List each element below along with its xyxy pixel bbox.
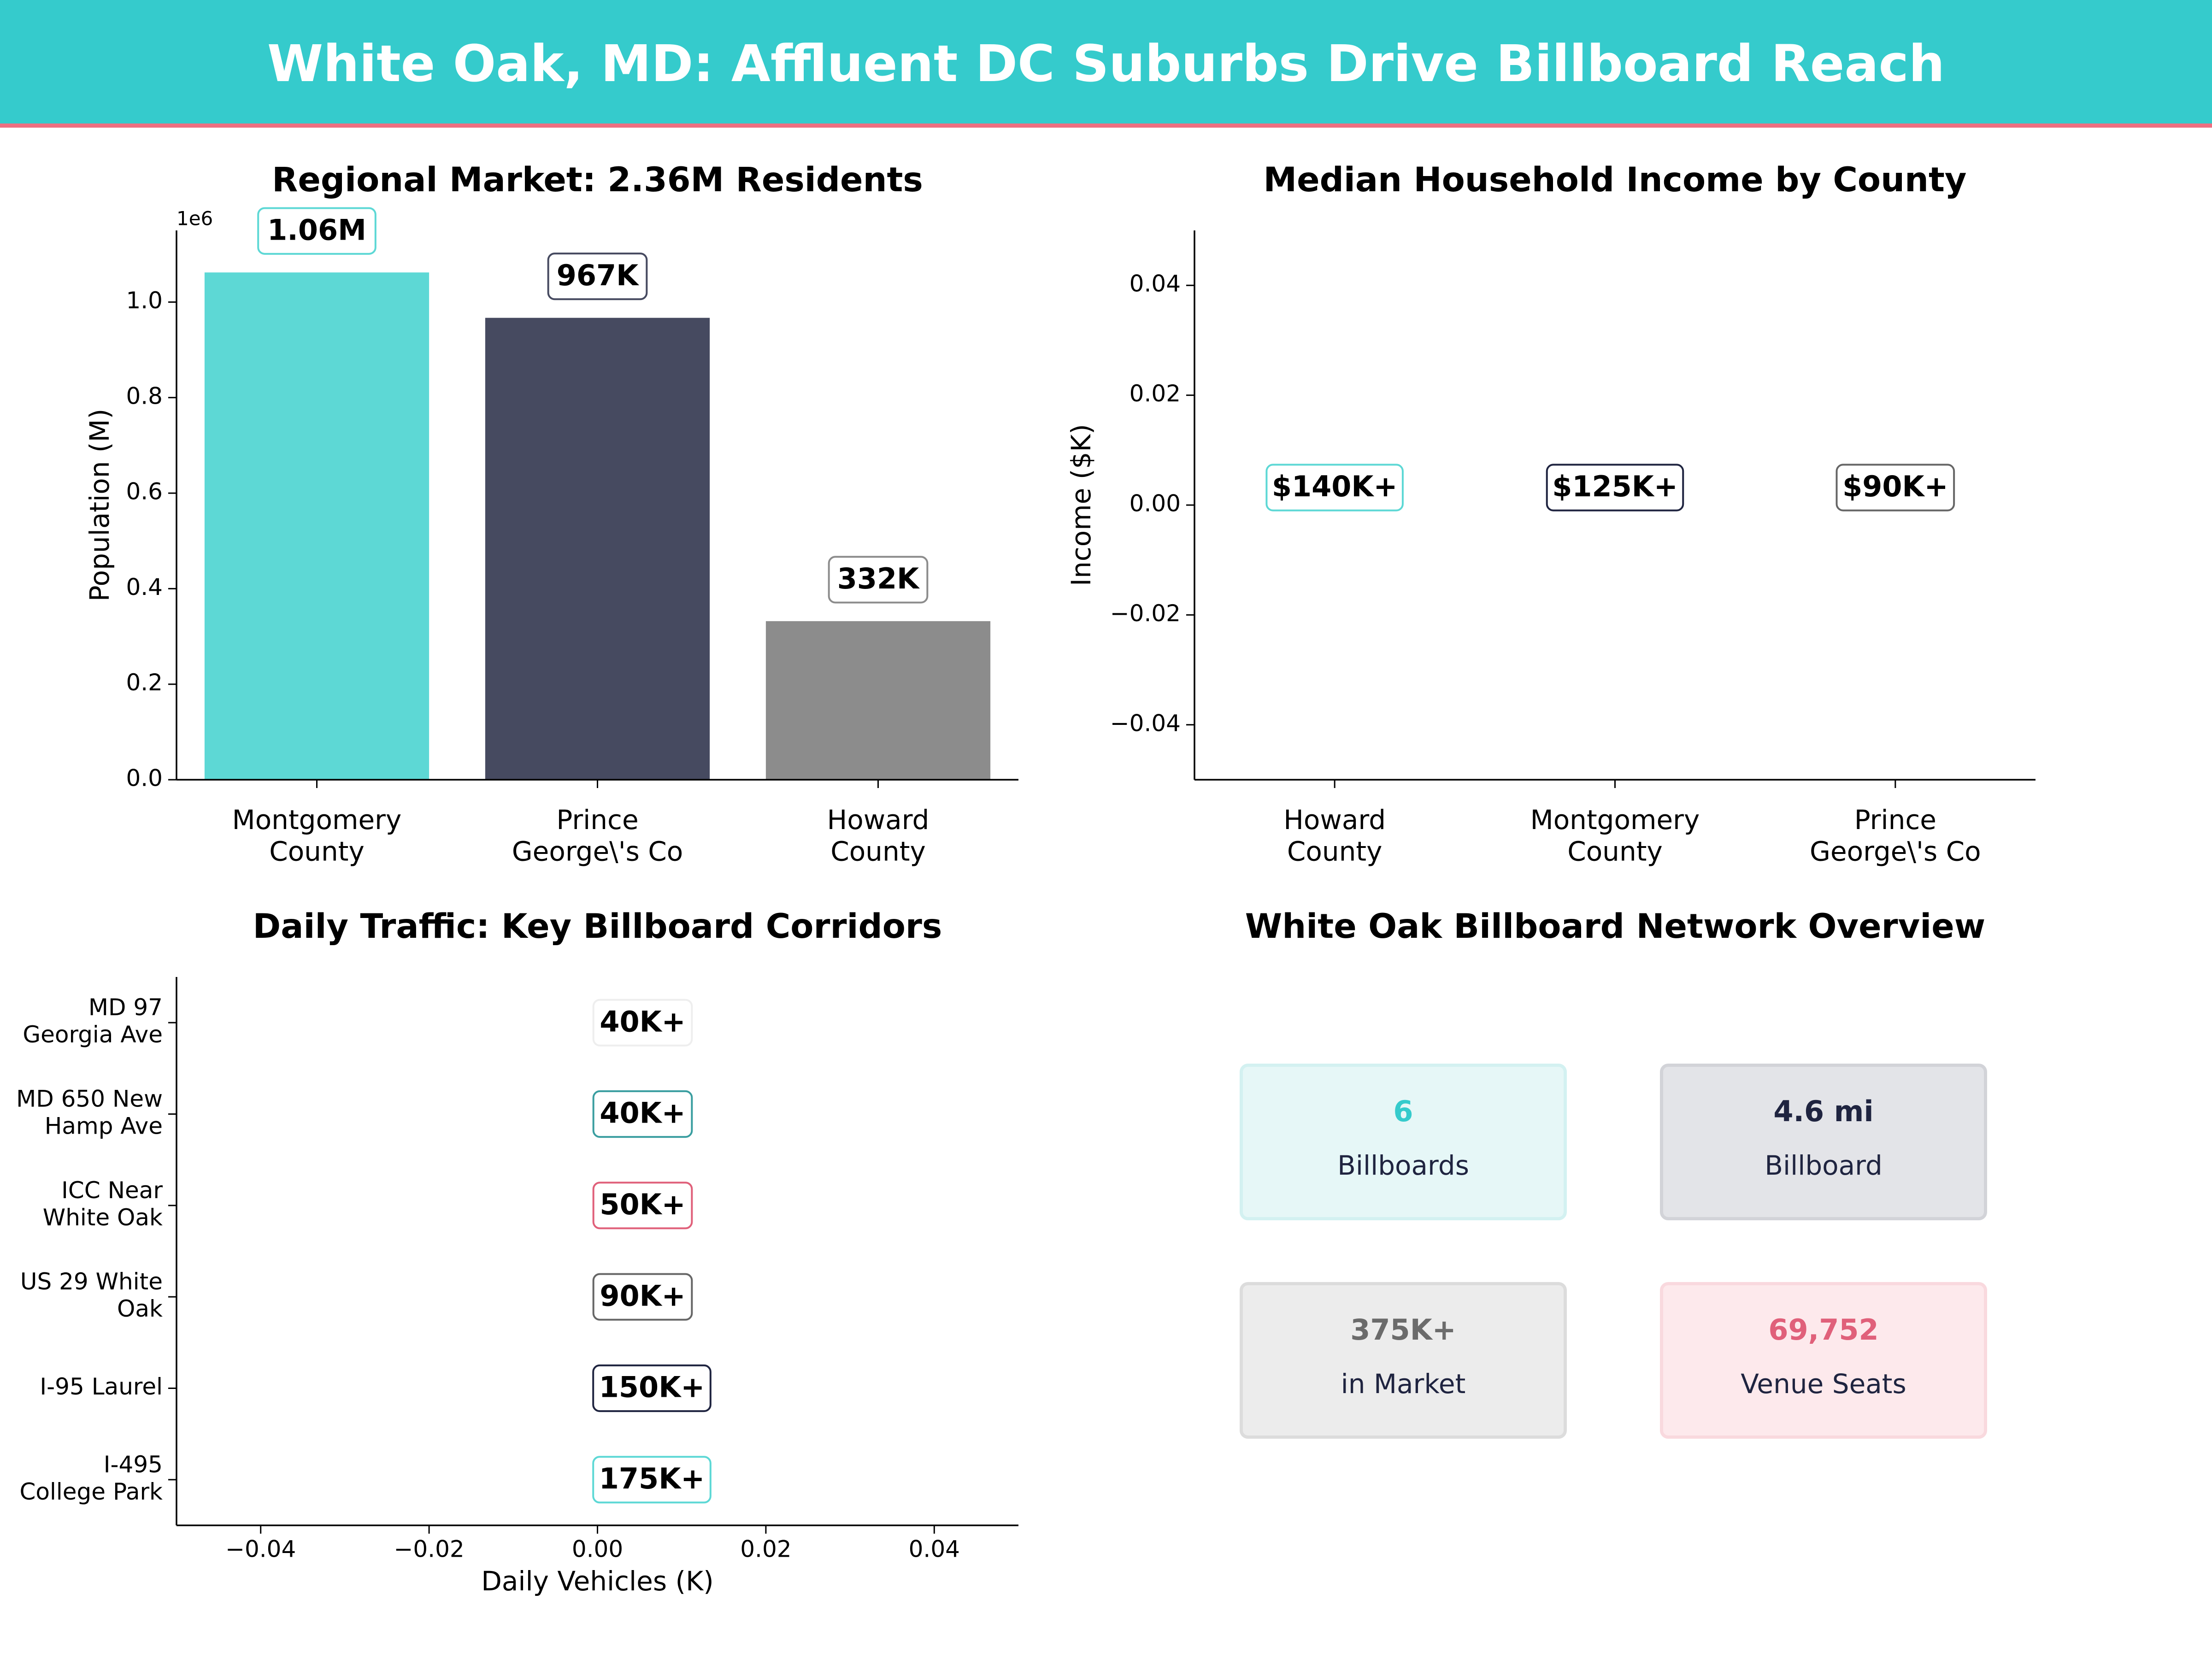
chart3-data-label-box: [592, 1273, 693, 1321]
chart3-data-label: 50K+: [600, 1188, 685, 1221]
chart1-bar: [204, 272, 429, 780]
kpi-value: 4.6 mi: [1773, 1094, 1874, 1128]
chart1-offset-text: 1e6: [176, 207, 213, 230]
chart2-x-tick-label: Montgomery: [1530, 804, 1700, 835]
chart1-data-label-box: [257, 207, 377, 255]
kpi-card: 6 Billboards: [1240, 1064, 1567, 1220]
chart2-data-label: $125K+: [1552, 470, 1678, 503]
kpi-card: 69,752 Venue Seats: [1660, 1282, 1987, 1439]
chart3-data-label-box: [592, 1364, 712, 1412]
kpi-value: 69,752: [1768, 1313, 1879, 1347]
chart2-x-tick-label: County: [1567, 835, 1663, 867]
kpi-label: in Market: [1341, 1368, 1466, 1400]
chart3-y-tick-label: US 29 White: [20, 1268, 163, 1295]
chart1-y-tick-label: 0.2: [126, 669, 163, 696]
chart3-y-tick-label: College Park: [20, 1478, 163, 1505]
chart2-data-label: $90K+: [1842, 470, 1948, 503]
chart2-data-label-box: [1546, 464, 1684, 512]
chart1-y-tick-label: 0.0: [126, 765, 163, 792]
chart1-x-tick-label: Prince: [556, 804, 638, 835]
chart3-data-label: 150K+: [599, 1371, 705, 1404]
chart3-data-label-box: [592, 1182, 693, 1230]
chart3-y-tick-label: ICC Near: [61, 1177, 163, 1204]
chart1-x-tick-label: Howard: [827, 804, 930, 835]
chart2-y-tick-label: 0.04: [1130, 271, 1181, 297]
chart1-x-tick-label: County: [269, 835, 365, 867]
chart1-data-label-box: [547, 253, 648, 300]
kpi-panel-title: White Oak Billboard Network Overview: [1245, 907, 1985, 946]
chart1-y-tick-label: 1.0: [126, 287, 163, 314]
chart1-x-tick-label: George\'s Co: [512, 835, 683, 867]
header-banner: White Oak, MD: Affluent DC Suburbs Drive…: [0, 0, 2212, 128]
chart2-y-tick-label: −0.02: [1110, 600, 1181, 627]
chart1-data-label: 967K: [557, 259, 639, 292]
chart3-data-label: 90K+: [600, 1279, 685, 1312]
chart3-x-label: Daily Vehicles (K): [481, 1565, 714, 1597]
chart1-x-tick-label: Montgomery: [232, 804, 402, 835]
chart3-x-tick-label: 0.02: [740, 1536, 791, 1563]
chart2-data-label: $140K+: [1272, 470, 1398, 503]
chart3-y-tick-label: I-95 Laurel: [40, 1373, 163, 1400]
chart3-x-tick-label: −0.04: [225, 1536, 296, 1563]
chart1-x-tick-label: County: [830, 835, 926, 867]
chart2-data-label-box: [1265, 464, 1404, 512]
chart3-data-label-box: [592, 999, 693, 1047]
chart2-x-tick-label: Howard: [1283, 804, 1386, 835]
chart2-data-label-box: [1835, 464, 1955, 512]
kpi-label: Venue Seats: [1741, 1368, 1906, 1400]
chart3-data-label-box: [592, 1456, 712, 1504]
chart1-y-tick-label: 0.4: [126, 574, 163, 600]
chart2-title: Median Household Income by County: [1263, 160, 1966, 200]
chart3-y-tick-label: Oak: [117, 1295, 163, 1322]
kpi-card: 375K+ in Market: [1240, 1282, 1567, 1439]
chart1-data-label: 332K: [837, 562, 920, 595]
chart3-y-tick-label: MD 97: [88, 994, 163, 1021]
kpi-label: Billboards: [1337, 1150, 1469, 1181]
chart3-y-tick-label: MD 650 New: [16, 1086, 163, 1112]
chart2-y-tick-label: −0.04: [1110, 710, 1181, 736]
kpi-card: 4.6 mi Billboard: [1660, 1064, 1987, 1220]
chart2-y-tick-label: 0.00: [1130, 490, 1181, 517]
chart3-data-label: 40K+: [600, 1005, 685, 1038]
chart3-x-tick-label: 0.04: [909, 1536, 960, 1563]
chart3-title: Daily Traffic: Key Billboard Corridors: [253, 907, 942, 946]
chart1-data-label: 1.06M: [267, 213, 366, 247]
chart3-data-label: 175K+: [599, 1462, 705, 1495]
chart3-data-label: 40K+: [600, 1096, 685, 1130]
chart1-data-label-box: [828, 556, 929, 604]
chart2-y-label: Income ($K): [1065, 424, 1097, 586]
chart3-y-tick-label: I-495: [104, 1451, 163, 1478]
chart3-x-tick-label: −0.02: [394, 1536, 464, 1563]
chart2-y-tick-label: 0.02: [1130, 380, 1181, 407]
chart3-y-tick-label: Georgia Ave: [23, 1021, 163, 1048]
kpi-value: 6: [1393, 1094, 1413, 1128]
chart3-y-tick-label: White Oak: [43, 1204, 163, 1231]
chart2-x-tick-label: County: [1287, 835, 1382, 867]
chart3-data-label-box: [592, 1090, 693, 1138]
chart1-bar: [765, 621, 991, 780]
chart2-x-tick-label: George\'s Co: [1810, 835, 1981, 867]
chart1-title: Regional Market: 2.36M Residents: [272, 160, 923, 200]
chart1-bar: [485, 318, 710, 780]
chart1-y-label: Population (M): [84, 409, 115, 601]
page-title: White Oak, MD: Affluent DC Suburbs Drive…: [267, 34, 1945, 93]
chart3-x-tick-label: 0.00: [572, 1536, 623, 1563]
chart3-y-tick-label: Hamp Ave: [45, 1113, 163, 1140]
kpi-label: Billboard: [1765, 1150, 1883, 1181]
chart2-x-tick-label: Prince: [1854, 804, 1936, 835]
chart1-y-tick-label: 0.8: [126, 382, 163, 409]
chart1-y-tick-label: 0.6: [126, 478, 163, 505]
kpi-value: 375K+: [1350, 1313, 1456, 1347]
